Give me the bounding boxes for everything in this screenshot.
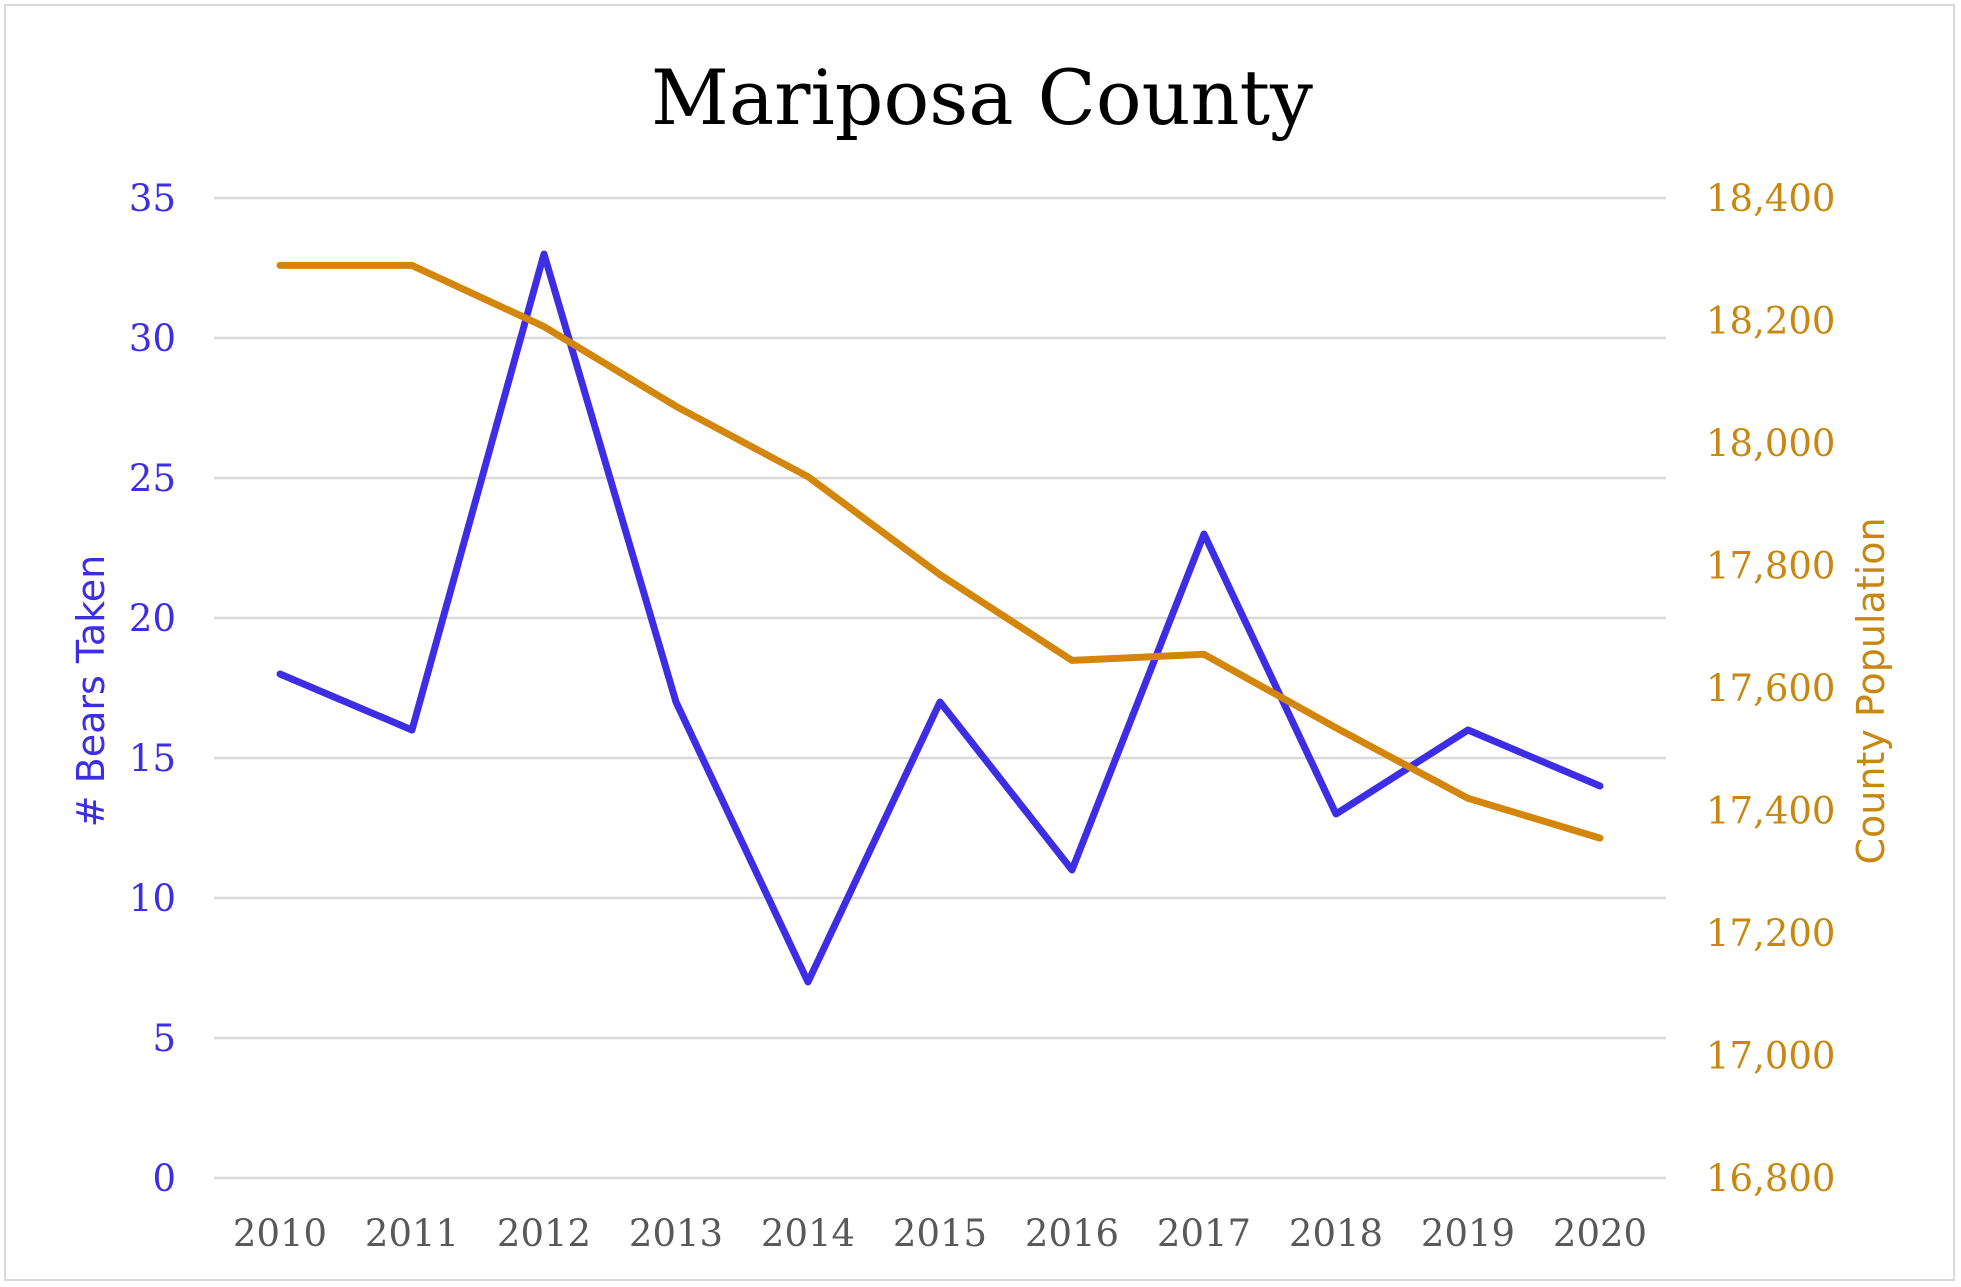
right-tick-label: 17,400	[1706, 790, 1835, 833]
right-tick-label: 18,000	[1706, 422, 1835, 465]
data-point-bears-taken	[939, 701, 941, 703]
x-tick-label: 2013	[629, 1212, 723, 1255]
chart-frame: Mariposa County 0 5 10 15 20 25 30 35 16,800 17,…	[4, 4, 1955, 1281]
data-point-county-population	[675, 405, 677, 407]
x-tick-label: 2010	[233, 1212, 327, 1255]
x-tick-label: 2017	[1157, 1212, 1251, 1255]
x-axis-ticks: 2010 2011 2012 2013 2014 2015 2016 2017 2018 2019…	[233, 1212, 1647, 1255]
right-tick-label: 17,200	[1706, 912, 1835, 955]
data-point-county-population	[1071, 659, 1073, 661]
x-tick-label: 2011	[365, 1212, 459, 1255]
data-point-county-population	[807, 476, 809, 478]
left-tick-label: 0	[152, 1157, 176, 1200]
x-tick-label: 2016	[1025, 1212, 1119, 1255]
x-tick-label: 2020	[1553, 1212, 1647, 1255]
left-tick-label: 30	[129, 317, 176, 360]
right-tick-label: 18,400	[1706, 177, 1835, 220]
data-point-county-population	[1467, 797, 1469, 799]
left-axis-ticks: 0 5 10 15 20 25 30 35	[129, 177, 176, 1200]
data-point-bears-taken	[675, 701, 677, 703]
x-tick-label: 2019	[1421, 1212, 1515, 1255]
data-point-county-population	[1335, 727, 1337, 729]
data-point-bears-taken	[1071, 869, 1073, 871]
data-point-county-population	[279, 264, 281, 266]
data-point-county-population	[411, 264, 413, 266]
right-tick-label: 17,000	[1706, 1035, 1835, 1078]
data-point-bears-taken	[1599, 785, 1601, 787]
data-point-county-population	[1203, 653, 1205, 655]
left-tick-label: 5	[152, 1017, 176, 1060]
series-line-county-population	[276, 261, 1604, 842]
chart-title: Mariposa County	[651, 53, 1313, 142]
gridlines	[214, 196, 1666, 1180]
right-tick-label: 17,800	[1706, 545, 1835, 588]
data-point-bears-taken	[1203, 533, 1205, 535]
left-tick-label: 25	[129, 457, 176, 500]
data-point-bears-taken	[543, 253, 545, 255]
data-point-bears-taken	[411, 729, 413, 731]
x-tick-label: 2012	[497, 1212, 591, 1255]
left-tick-label: 15	[129, 737, 176, 780]
chart-svg: Mariposa County 0 5 10 15 20 25 30 35 16,800 17,…	[69, 53, 1893, 1255]
data-point-bears-taken	[279, 673, 281, 675]
x-tick-label: 2015	[893, 1212, 987, 1255]
data-point-county-population	[1599, 837, 1601, 839]
x-tick-label: 2014	[761, 1212, 855, 1255]
data-point-bears-taken	[807, 981, 809, 983]
series-layer	[276, 250, 1604, 986]
data-point-county-population	[939, 574, 941, 576]
right-axis-title: County Population	[1849, 517, 1893, 864]
data-point-county-population	[543, 326, 545, 328]
right-tick-label: 18,200	[1706, 300, 1835, 343]
data-point-bears-taken	[1467, 729, 1469, 731]
x-tick-label: 2018	[1289, 1212, 1383, 1255]
left-tick-label: 20	[129, 597, 176, 640]
left-tick-label: 10	[129, 877, 176, 920]
left-axis-title: # Bears Taken	[69, 555, 113, 827]
right-tick-label: 17,600	[1706, 667, 1835, 710]
right-tick-label: 16,800	[1706, 1157, 1835, 1200]
data-point-bears-taken	[1335, 813, 1337, 815]
left-tick-label: 35	[129, 177, 176, 220]
right-axis-ticks: 16,800 17,000 17,200 17,400 17,600 17,800 18,0…	[1706, 177, 1835, 1200]
